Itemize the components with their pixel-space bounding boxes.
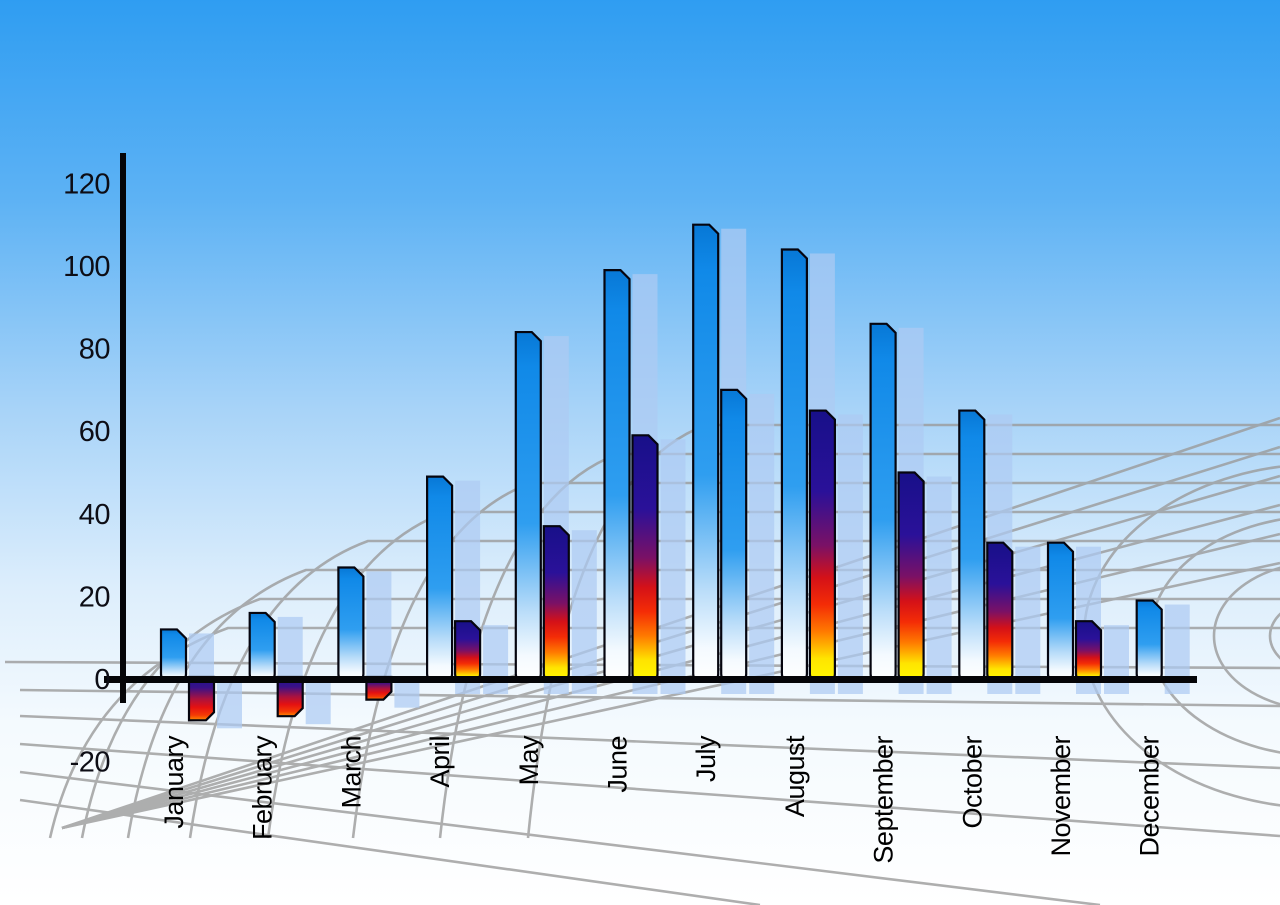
month-label-March: March: [336, 736, 366, 809]
bar-secondary-April: [454, 620, 482, 682]
bar-secondary-October: [986, 541, 1014, 682]
echo-primary-March: [366, 571, 392, 694]
bar-primary-February: [248, 611, 276, 682]
x-axis-zero-line: [104, 676, 1197, 683]
month-label-July: July: [691, 735, 721, 782]
bar-secondary-August: [808, 409, 836, 682]
echo-secondary-November: [1104, 625, 1129, 694]
month-label-November: November: [1046, 735, 1076, 856]
echo-secondary-July: [749, 393, 775, 694]
month-label-December: December: [1135, 735, 1165, 856]
bar-primary-March: [337, 566, 365, 682]
month-label-April: April: [425, 736, 455, 788]
month-label-June: June: [603, 736, 633, 793]
echo-secondary-May: [571, 530, 597, 694]
bar-secondary-January: [187, 675, 216, 722]
echo-secondary-June: [660, 439, 686, 694]
bar-primary-July: [692, 223, 720, 682]
echo-secondary-April: [483, 625, 509, 694]
bar-primary-April: [426, 475, 454, 682]
y-tick-120: 120: [63, 168, 110, 200]
month-label-February: February: [248, 735, 278, 840]
echo-secondary-August: [837, 414, 863, 694]
y-tick-60: 60: [79, 416, 110, 448]
bar-primary-December: [1135, 599, 1163, 682]
y-tick-40: 40: [79, 499, 110, 531]
bar-secondary-September: [897, 471, 925, 682]
month-label-October: October: [957, 735, 987, 828]
echo-secondary-October: [1015, 546, 1041, 694]
y-tick--20: -20: [70, 747, 110, 779]
y-tick-80: 80: [79, 334, 110, 366]
bar-primary-September: [869, 322, 897, 682]
bar-primary-August: [780, 248, 808, 682]
month-label-August: August: [780, 735, 810, 817]
y-axis-line: [120, 153, 126, 703]
bar-secondary-May: [542, 525, 570, 682]
bar-primary-January: [159, 628, 188, 682]
y-tick-100: 100: [63, 251, 110, 283]
month-label-September: September: [869, 735, 899, 863]
bar-secondary-July: [720, 388, 748, 682]
echo-secondary-September: [926, 476, 952, 694]
bar-primary-October: [958, 409, 986, 682]
echo-secondary-February: [305, 678, 331, 725]
echo-secondary-January: [217, 678, 242, 729]
month-label-May: May: [514, 735, 544, 786]
month-label-January: January: [159, 735, 189, 829]
bar-primary-May: [514, 330, 542, 682]
bar-secondary-June: [631, 434, 659, 682]
y-tick-labels: 120 100 80 60 40 20 0 -20: [63, 168, 110, 778]
axes: [104, 153, 1197, 703]
bar-secondary-November: [1074, 620, 1103, 682]
bar-primary-November: [1046, 541, 1075, 682]
month-labels: January February March April May June July Augu…: [159, 735, 1165, 864]
bar-primary-June: [603, 269, 631, 682]
y-tick-0: 0: [94, 664, 110, 696]
y-tick-20: 20: [79, 581, 110, 613]
